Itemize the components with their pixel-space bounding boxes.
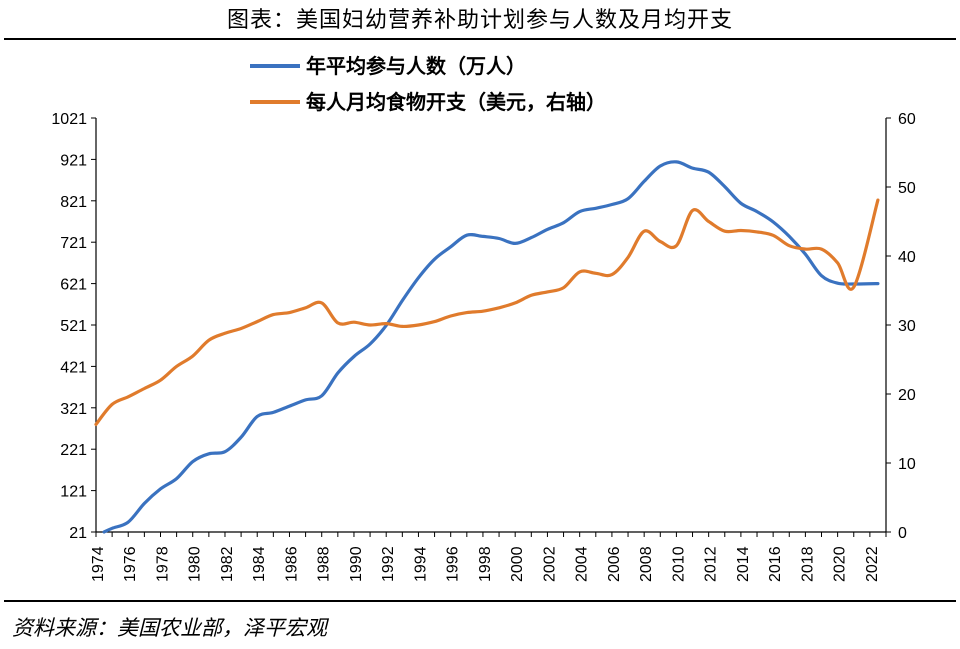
x-tick-label: 2020 (832, 546, 849, 582)
x-tick-label: 2010 (670, 546, 687, 582)
left-tick-label: 921 (60, 152, 87, 169)
x-tick-label: 1994 (412, 546, 429, 582)
legend-label-participants: 年平均参与人数（万人） (306, 54, 526, 78)
right-tick-label: 30 (898, 318, 916, 335)
source-note: 资料来源：美国农业部，泽平宏观 (12, 616, 327, 640)
x-tick-label: 1978 (154, 546, 171, 582)
x-tick-label: 2016 (767, 546, 784, 582)
x-tick-label: 1992 (380, 546, 397, 582)
x-tick-label: 2014 (735, 546, 752, 582)
x-tick-label: 1988 (316, 546, 333, 582)
chart-title: 图表：美国妇幼营养补助计划参与人数及月均开支 (226, 8, 733, 33)
left-tick-label: 421 (60, 359, 87, 376)
x-tick-label: 1990 (348, 546, 365, 582)
x-tick-label: 2000 (509, 546, 526, 582)
x-tick-label: 2012 (703, 546, 720, 582)
right-tick-label: 40 (898, 249, 916, 266)
x-tick-label: 2022 (864, 546, 881, 582)
left-tick-label: 1021 (51, 111, 87, 128)
x-tick-label: 1982 (219, 546, 236, 582)
x-tick-label: 2018 (799, 546, 816, 582)
x-tick-label: 1996 (445, 546, 462, 582)
x-tick-label: 1980 (187, 546, 204, 582)
x-tick-label: 1974 (90, 546, 107, 582)
series-line-food-cost (94, 198, 880, 426)
title-divider (4, 38, 956, 40)
legend-label-food-cost: 每人月均食物开支（美元，右轴） (306, 90, 606, 114)
x-tick-label: 2002 (541, 546, 558, 582)
right-tick-label: 10 (898, 456, 916, 473)
x-tick-label: 1998 (477, 546, 494, 582)
right-tick-label: 50 (898, 180, 916, 197)
x-tick-label: 2004 (574, 546, 591, 582)
left-tick-label: 221 (60, 442, 87, 459)
legend: 年平均参与人数（万人） 每人月均食物开支（美元，右轴） (250, 54, 606, 114)
left-tick-label: 21 (69, 525, 87, 542)
plot-lines (94, 160, 880, 534)
left-tick-label: 721 (60, 235, 87, 252)
left-tick-label: 321 (60, 401, 87, 418)
x-tick-label: 2006 (606, 546, 623, 582)
x-tick-label: 1984 (251, 546, 268, 582)
left-tick-label: 621 (60, 277, 87, 294)
source-divider (4, 600, 956, 602)
x-tick-label: 2008 (638, 546, 655, 582)
right-tick-label: 60 (898, 111, 916, 128)
right-tick-label: 20 (898, 387, 916, 404)
series-line-participants (102, 160, 880, 534)
axes: 21 121 221 321 421 521 621 721 821 921 1021 0 10 20 30… (51, 111, 915, 582)
right-tick-label: 0 (898, 525, 907, 542)
line-chart: 年平均参与人数（万人） 每人月均食物开支（美元，右轴） 21 121 221 321 4… (51, 54, 915, 582)
left-tick-label: 121 (60, 484, 87, 501)
x-tick-label: 1976 (122, 546, 139, 582)
x-tick-label: 1986 (283, 546, 300, 582)
left-tick-label: 821 (60, 194, 87, 211)
left-tick-label: 521 (60, 318, 87, 335)
